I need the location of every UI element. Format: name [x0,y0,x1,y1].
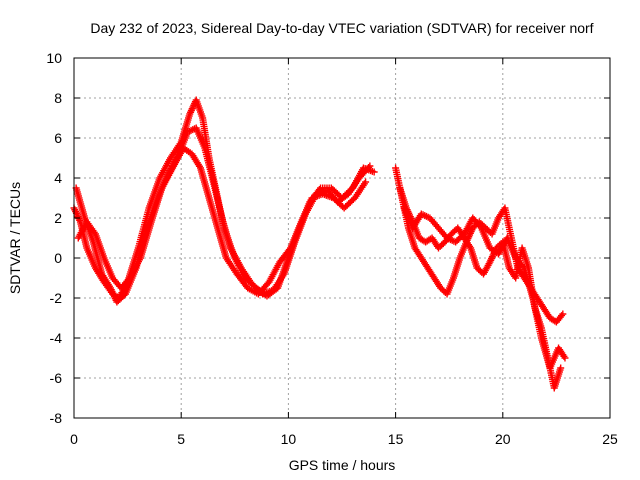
series-C [74,144,370,298]
y-axis-label: SDTVAR / TECUs [7,182,23,294]
x-tick-label: 15 [388,431,404,447]
y-tick-label: 0 [54,250,62,266]
y-tick-label: -2 [50,290,63,306]
x-axis-ticks: 0 5 10 15 20 25 [70,58,618,447]
data-point [366,162,374,170]
plot-frame [73,57,611,419]
data-point [557,364,565,372]
y-tick-label: 2 [54,210,62,226]
data-point [365,164,373,171]
data-point [362,178,370,186]
y-tick-label: -8 [50,410,63,426]
series-F [400,204,569,372]
data-point [559,310,567,318]
chart-title: Day 232 of 2023, Sidereal Day-to-day VTE… [90,20,593,36]
series-D [392,164,567,326]
y-tick-label: 8 [54,90,62,106]
data-points [70,96,569,392]
y-tick-label: 4 [54,170,62,186]
y-axis-ticks: -8 -6 -4 -2 0 2 4 6 8 10 [46,50,610,426]
x-tick-label: 10 [281,431,297,447]
y-tick-label: 10 [46,50,62,66]
data-point [370,168,378,176]
y-tick-label: -4 [50,330,63,346]
x-axis-label: GPS time / hours [289,457,396,473]
y-tick-label: 6 [54,130,62,146]
grid-lines [74,58,610,418]
data-point [285,246,293,254]
x-tick-label: 0 [70,431,78,447]
data-point [561,354,569,362]
x-tick-label: 5 [177,431,185,447]
data-point [558,312,566,320]
y-tick-label: -6 [50,370,63,386]
x-tick-label: 25 [602,431,618,447]
x-tick-label: 20 [495,431,511,447]
